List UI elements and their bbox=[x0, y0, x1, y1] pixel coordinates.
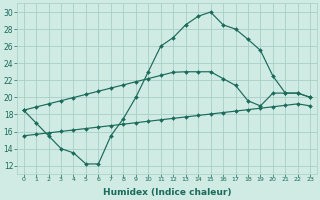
X-axis label: Humidex (Indice chaleur): Humidex (Indice chaleur) bbox=[103, 188, 231, 197]
